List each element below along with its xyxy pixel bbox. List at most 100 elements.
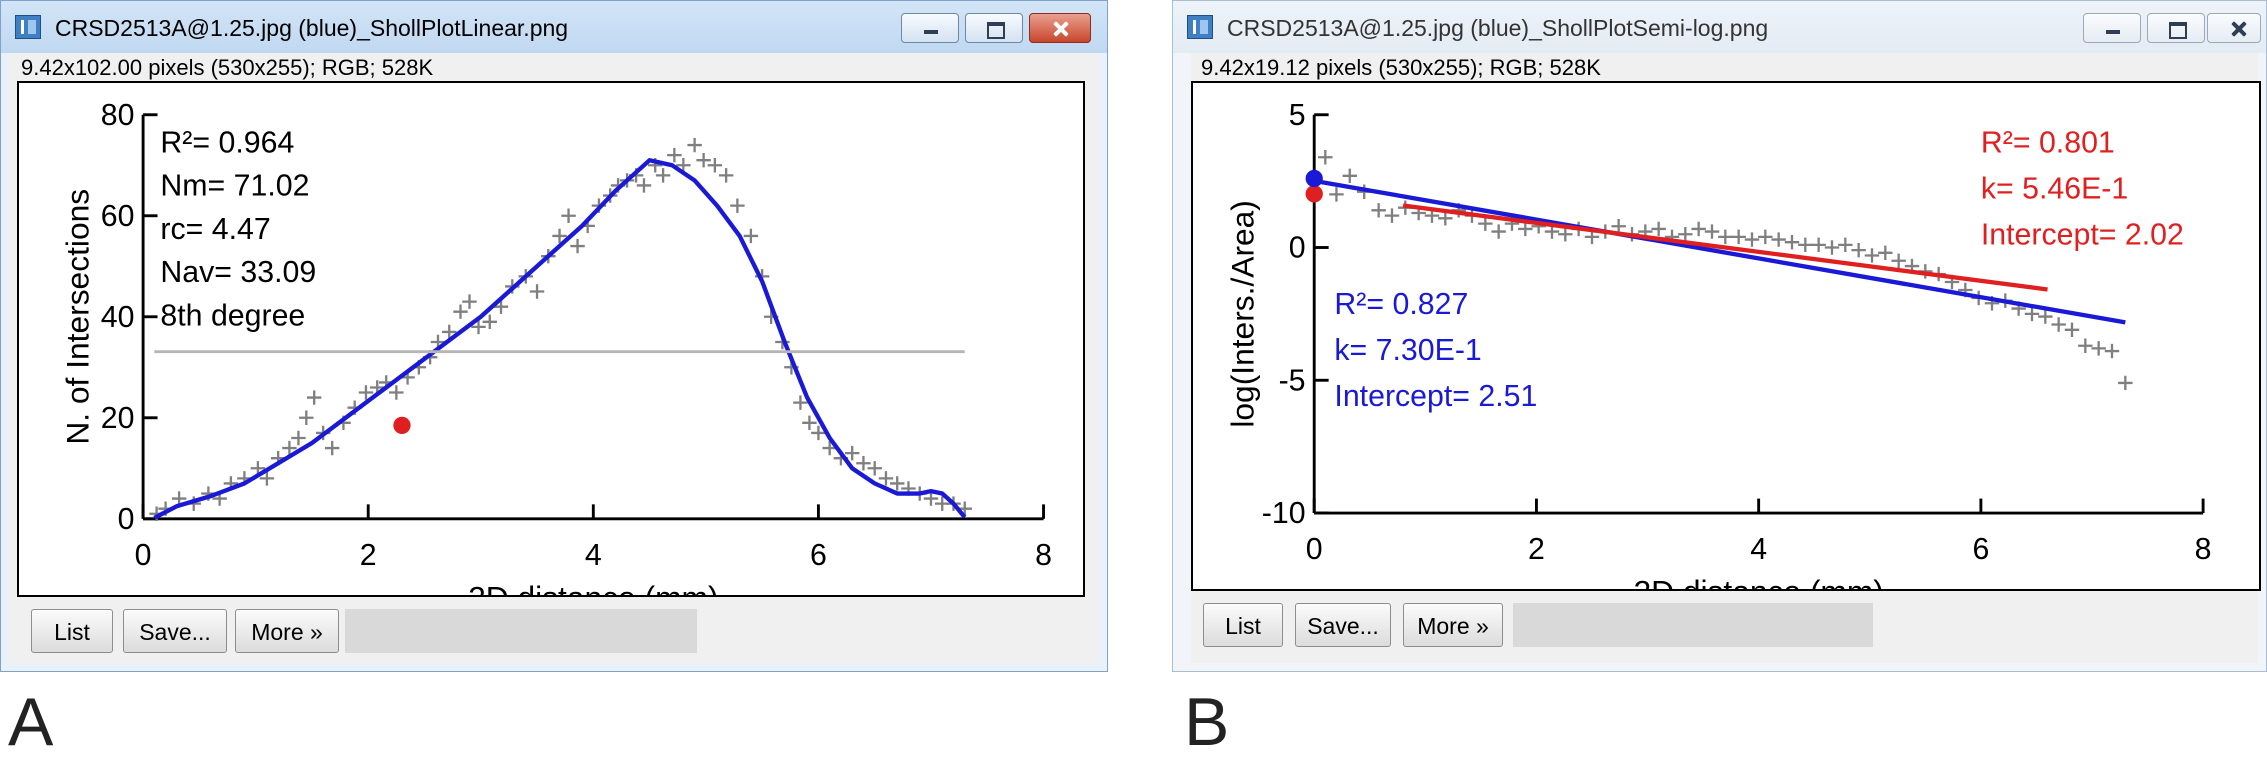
- status-field: [345, 609, 697, 653]
- fit-stat-3: Nav= 33.09: [160, 256, 316, 289]
- data-point: [493, 299, 509, 314]
- y-axis-label: log(Inters./Area): [1225, 200, 1261, 428]
- y-tick-label: 20: [101, 402, 135, 435]
- sholl-linear-window: CRSD2513A@1.25.jpg (blue)_ShollPlotLinea…: [0, 0, 1108, 672]
- blue-fit-stat-1: k= 7.30E-1: [1334, 334, 1481, 367]
- list-button[interactable]: List: [1203, 603, 1283, 647]
- data-point: [453, 304, 468, 319]
- data-point: [811, 425, 826, 441]
- data-point: [655, 168, 671, 183]
- data-point: [1851, 242, 1866, 258]
- data-point: [1518, 221, 1533, 237]
- x-axis-label: 2D distance (mm): [468, 579, 718, 595]
- data-point: [1878, 245, 1893, 261]
- data-point: [1744, 232, 1760, 247]
- x-tick-label: 6: [1972, 533, 1989, 566]
- fit-stat-1: Nm= 71.02: [160, 170, 309, 203]
- data-point: [1824, 240, 1840, 255]
- close-button[interactable]: [1029, 13, 1091, 43]
- data-point: [889, 476, 905, 491]
- data-point: [471, 319, 486, 335]
- data-point: [2104, 343, 2120, 359]
- data-point: [291, 430, 306, 446]
- data-point: [844, 445, 860, 461]
- data-point: [636, 178, 652, 193]
- data-point: [2064, 322, 2080, 338]
- data-point: [676, 158, 691, 173]
- data-point: [482, 314, 497, 330]
- maximize-button[interactable]: [965, 13, 1023, 43]
- close-icon: [2208, 14, 2260, 42]
- data-point: [1864, 248, 1880, 263]
- panel-letter-a: A: [8, 684, 54, 760]
- fit-stat-0: R²= 0.964: [160, 126, 294, 159]
- close-button[interactable]: [2207, 13, 2261, 43]
- data-point: [1371, 203, 1386, 218]
- fit-line: [1313, 178, 2126, 325]
- data-point: [306, 390, 322, 405]
- image-info: 9.42x102.00 pixels (530x255); RGB; 528K: [21, 55, 434, 80]
- minimize-button[interactable]: [2083, 13, 2141, 43]
- y-tick-label: -5: [1279, 364, 1306, 397]
- y-tick-label: 0: [1289, 232, 1306, 265]
- plot-canvas: 0 2 4 6 8 5 0 -5 -10 2D distance (mm) log(Inters./…: [1191, 81, 2261, 591]
- sholl-linear-chart: 024680204060802D distance (mm)N. of Inte…: [59, 99, 1052, 595]
- data-point: [802, 415, 817, 431]
- fit-stat-4: 8th degree: [160, 299, 305, 332]
- window-title: CRSD2513A@1.25.jpg (blue)_ShollPlotLinea…: [55, 15, 569, 41]
- save-button[interactable]: Save...: [123, 609, 227, 653]
- imagej-app-icon: [15, 15, 41, 39]
- data-point: [299, 410, 314, 425]
- x-tick-label: 8: [1035, 539, 1052, 572]
- fit-line: [153, 158, 967, 520]
- minimize-button[interactable]: [901, 13, 959, 43]
- x-tick-label: 0: [135, 539, 152, 572]
- blue-fit-stat-0: R²= 0.827: [1334, 288, 1468, 321]
- data-point: [793, 395, 808, 410]
- imagej-app-icon: [1187, 15, 1213, 39]
- close-icon: [1030, 14, 1090, 42]
- data-point: [529, 284, 545, 299]
- title-bar[interactable]: CRSD2513A@1.25.jpg (blue)_ShollPlotLinea…: [1, 1, 1107, 53]
- data-point: [1558, 227, 1573, 242]
- data-point: [1891, 253, 1906, 268]
- minimize-icon: [2084, 14, 2140, 42]
- data-point: [282, 440, 297, 456]
- x-tick-label: 6: [810, 539, 827, 572]
- data-point: [1491, 224, 1506, 239]
- data-point: [1318, 150, 1333, 165]
- data-point: [687, 137, 702, 153]
- data-point: [561, 208, 576, 223]
- data-point: [2078, 338, 2093, 353]
- image-info: 9.42x19.12 pixels (530x255); RGB; 528K: [1201, 55, 1601, 80]
- data-point: [867, 461, 882, 476]
- marker-dot: [1305, 185, 1323, 203]
- status-field: [1513, 603, 1873, 647]
- data-point: [462, 294, 477, 309]
- maximize-button[interactable]: [2147, 13, 2205, 43]
- x-tick-label: 8: [2195, 533, 2212, 566]
- panel-letter-b: B: [1184, 684, 1230, 760]
- data-point: [2118, 375, 2133, 391]
- data-point: [718, 168, 734, 183]
- data-point: [1478, 216, 1493, 231]
- title-bar[interactable]: CRSD2513A@1.25.jpg (blue)_ShollPlotSemi-…: [1173, 1, 2266, 53]
- fit-line: [1402, 203, 2048, 292]
- y-tick-label: 5: [1289, 99, 1306, 132]
- plot-canvas: 024680204060802D distance (mm)N. of Inte…: [17, 81, 1085, 597]
- more-button[interactable]: More »: [1403, 603, 1503, 647]
- save-button[interactable]: Save...: [1295, 603, 1391, 647]
- y-axis-label: N. of Intersections: [59, 189, 95, 445]
- more-button[interactable]: More »: [235, 609, 339, 653]
- data-point: [730, 198, 745, 213]
- x-tick-label: 4: [585, 539, 602, 572]
- red-fit-stat-0: R²= 0.801: [1981, 126, 2115, 159]
- data-point: [552, 228, 567, 244]
- data-point: [1691, 221, 1706, 237]
- data-point: [2091, 341, 2106, 356]
- x-axis-label: 2D distance (mm): [1633, 573, 1883, 589]
- maximize-icon: [2148, 14, 2204, 42]
- list-button[interactable]: List: [31, 609, 113, 653]
- data-point: [856, 456, 871, 471]
- data-point: [570, 238, 585, 254]
